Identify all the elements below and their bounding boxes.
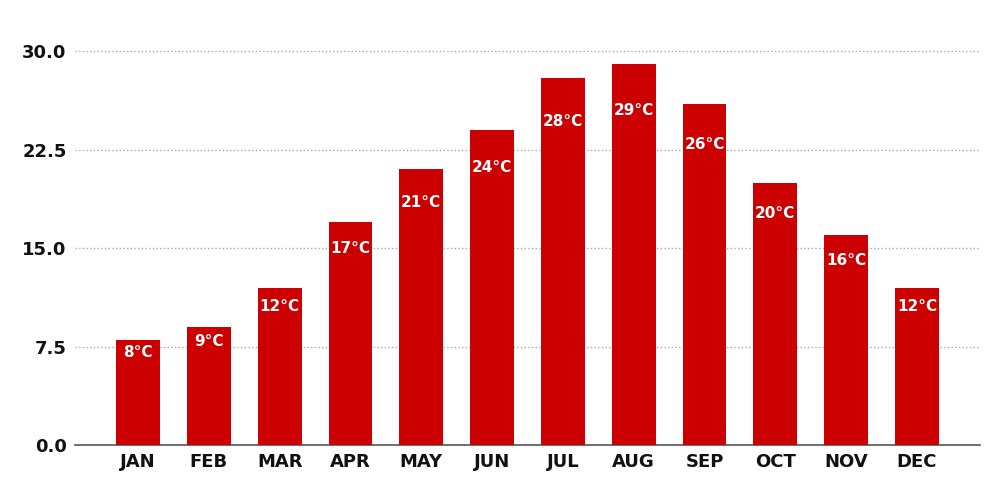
Bar [683, 104, 726, 445]
Bar [470, 130, 514, 445]
Bar [258, 288, 302, 445]
Bar [399, 170, 443, 445]
Text: 24°C: 24°C [472, 160, 512, 176]
Bar [329, 222, 372, 445]
Text: 12°C: 12°C [260, 299, 300, 314]
Text: 21°C: 21°C [401, 195, 441, 210]
Text: 17°C: 17°C [330, 241, 370, 256]
Bar [187, 327, 231, 445]
Bar [753, 182, 797, 445]
Text: 8°C: 8°C [123, 345, 153, 360]
Bar [824, 235, 868, 445]
Text: 20°C: 20°C [755, 206, 795, 222]
Bar [541, 78, 585, 445]
Text: 26°C: 26°C [684, 137, 725, 152]
Bar [612, 64, 656, 445]
Text: 28°C: 28°C [543, 114, 583, 129]
Bar [116, 340, 160, 445]
Text: 9°C: 9°C [194, 334, 224, 348]
Text: 29°C: 29°C [614, 102, 654, 118]
Text: 12°C: 12°C [897, 299, 937, 314]
Text: 16°C: 16°C [826, 252, 866, 268]
Bar [895, 288, 939, 445]
